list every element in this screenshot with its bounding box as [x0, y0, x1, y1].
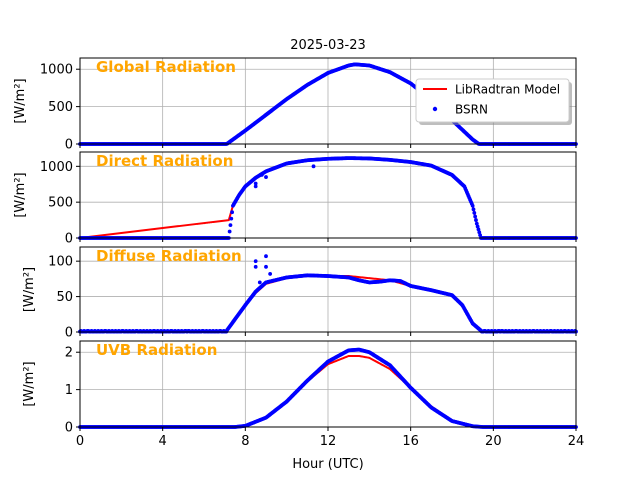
legend: LibRadtran Model BSRN — [415, 78, 572, 125]
x-tick-label: 20 — [485, 434, 502, 449]
obs-point — [472, 211, 477, 215]
x-tick-label: 12 — [320, 434, 337, 449]
panel-2: 0 500 1000 Direct Radiation [W/m²] — [13, 151, 578, 247]
obs-point — [478, 233, 483, 238]
obs-point — [230, 210, 235, 215]
x-tick-label: 0 — [76, 434, 84, 449]
y-tick-label: 0 — [65, 326, 73, 341]
obs-outlier-point — [264, 264, 268, 269]
x-tick-label: 8 — [241, 434, 249, 449]
y-tick-label: 500 — [48, 196, 73, 211]
obs-outlier-point — [253, 264, 258, 269]
panel-title: Direct Radiation — [96, 152, 233, 170]
y-axis-label: [W/m²] — [13, 172, 28, 217]
legend-model-label: LibRadtran Model — [455, 83, 560, 97]
legend-box — [415, 78, 570, 123]
obs-outlier-point — [311, 164, 316, 169]
obs-outlier-point — [253, 184, 258, 189]
obs-outlier-point — [264, 254, 268, 259]
panel-3: 0 50 100 Diffuse Radiation [W/m²] — [22, 246, 578, 341]
y-tick-label: 0 — [65, 232, 73, 247]
y-tick-label: 0 — [65, 421, 73, 436]
x-tick-label: 24 — [568, 434, 585, 449]
panel-title: UVB Radiation — [96, 341, 217, 359]
y-tick-label: 50 — [56, 290, 73, 305]
obs-point — [474, 218, 478, 222]
legend-obs-swatch — [432, 106, 438, 112]
y-tick-label: 0 — [65, 138, 73, 153]
obs-outlier-point — [268, 272, 273, 276]
figure-title: 2025-03-23 — [290, 38, 366, 53]
obs-point — [477, 230, 482, 235]
obs-point — [227, 229, 232, 234]
y-axis-label: [W/m²] — [13, 78, 28, 123]
obs-point — [474, 221, 479, 226]
obs-point — [228, 223, 233, 228]
y-axis-label: [W/m²] — [22, 361, 37, 406]
x-axis-label: Hour (UTC) — [292, 457, 363, 472]
obs-outlier-point — [264, 175, 268, 179]
legend-obs-label: BSRN — [455, 103, 488, 117]
obs-point — [470, 203, 475, 208]
x-tick-label: 4 — [159, 434, 167, 449]
obs-outlier-point — [257, 280, 262, 285]
y-tick-label: 1 — [65, 383, 73, 398]
obs-point — [475, 224, 480, 229]
obs-outlier-point — [253, 259, 258, 264]
y-tick-label: 1000 — [40, 160, 73, 175]
y-tick-label: 1000 — [40, 63, 73, 78]
y-tick-label: 500 — [48, 100, 73, 115]
obs-point — [229, 216, 234, 221]
x-tick-label: 16 — [402, 434, 419, 449]
obs-point — [476, 227, 481, 232]
y-axis-label: [W/m²] — [22, 267, 37, 312]
obs-series — [78, 156, 578, 240]
obs-outlier-point — [253, 181, 258, 186]
panel-title: Diffuse Radiation — [96, 247, 242, 265]
panel-title: Global Radiation — [96, 58, 236, 76]
obs-outlier-point — [259, 173, 264, 177]
obs-point — [471, 207, 476, 212]
obs-point — [473, 214, 478, 219]
panel-1: 0 500 1000 Global Radiation [W/m²] — [13, 57, 578, 153]
y-tick-label: 100 — [48, 255, 73, 270]
y-tick-label: 2 — [65, 346, 73, 361]
